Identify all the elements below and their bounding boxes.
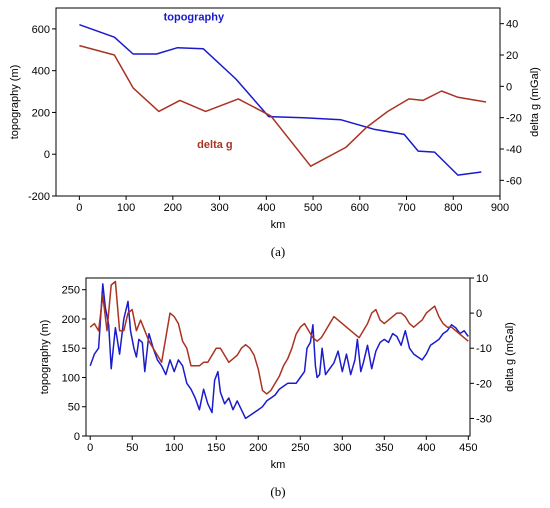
y-right-axis-label: delta g (mGal) <box>529 67 541 137</box>
y-left-tick-label: 400 <box>32 66 50 78</box>
x-tick-label: 700 <box>397 202 415 214</box>
panel-b: 0 50 100 150 200 250 300 350 400 4500501001502002… <box>39 273 516 499</box>
series-line-1 <box>89 280 469 395</box>
y-right-tick-label: -10 <box>476 343 492 355</box>
y-right-tick-label: 40 <box>506 19 518 31</box>
y-left-tick-label: 250 <box>62 285 80 297</box>
y-left-axis-label: topography (m) <box>39 320 51 395</box>
y-left-tick-label: 150 <box>62 343 80 355</box>
y-left-tick-label: 200 <box>62 314 80 326</box>
y-left-tick-label: 50 <box>68 402 80 414</box>
x-tick-label: 0 <box>76 202 82 214</box>
x-tick-label: 500 <box>304 202 322 214</box>
plot-frame <box>85 277 471 437</box>
x-tick-label: 250 <box>291 442 309 454</box>
y-right-tick-label: 20 <box>506 50 518 62</box>
x-tick-label: 350 <box>375 442 393 454</box>
series-annotation: delta g <box>197 139 232 151</box>
x-tick-label: 800 <box>444 202 462 214</box>
y-left-tick-label: 600 <box>32 24 50 36</box>
x-tick-label: 50 <box>126 442 138 454</box>
x-tick-label: 400 <box>257 202 275 214</box>
x-axis-label: km <box>271 219 286 231</box>
y-right-tick-label: 10 <box>476 273 488 285</box>
y-right-tick-label: 0 <box>506 81 512 93</box>
y-left-tick-label: -200 <box>28 191 50 203</box>
y-right-tick-label: 0 <box>476 308 482 320</box>
x-tick-label: 900 <box>491 202 509 214</box>
series-line-0 <box>79 23 482 176</box>
series-line-0 <box>89 283 469 420</box>
y-right-tick-label: -20 <box>506 113 522 125</box>
x-axis-label: km <box>271 459 286 471</box>
y-left-tick-label: 200 <box>32 107 50 119</box>
plot-frame <box>55 7 501 197</box>
x-tick-label: 0 <box>87 442 93 454</box>
panel-a: 0 100 200 300 400 500 600 700 800 900-20002004006… <box>9 7 541 259</box>
y-right-tick-label: -60 <box>506 175 522 187</box>
x-tick-label: 300 <box>210 202 228 214</box>
x-tick-label: 100 <box>117 202 135 214</box>
y-right-axis-label: delta g (mGal) <box>504 322 516 392</box>
x-tick-label: 400 <box>417 442 435 454</box>
y-left-tick-label: 100 <box>62 372 80 384</box>
y-left-tick-label: 0 <box>74 431 80 443</box>
panel-caption: (b) <box>270 484 285 499</box>
series-line-1 <box>79 44 487 167</box>
y-right-tick-label: -40 <box>506 144 522 156</box>
y-left-axis-label: topography (m) <box>9 65 21 140</box>
series-annotation: topography <box>164 12 225 24</box>
x-tick-label: 150 <box>207 442 225 454</box>
y-left-tick-label: 0 <box>44 149 50 161</box>
x-tick-label: 300 <box>333 442 351 454</box>
y-right-tick-label: -20 <box>476 378 492 390</box>
x-tick-label: 200 <box>249 442 267 454</box>
y-right-tick-label: -30 <box>476 413 492 425</box>
x-tick-label: 600 <box>351 202 369 214</box>
x-tick-label: 100 <box>165 442 183 454</box>
x-tick-label: 450 <box>459 442 477 454</box>
x-tick-label: 200 <box>164 202 182 214</box>
panel-caption: (a) <box>271 244 285 259</box>
